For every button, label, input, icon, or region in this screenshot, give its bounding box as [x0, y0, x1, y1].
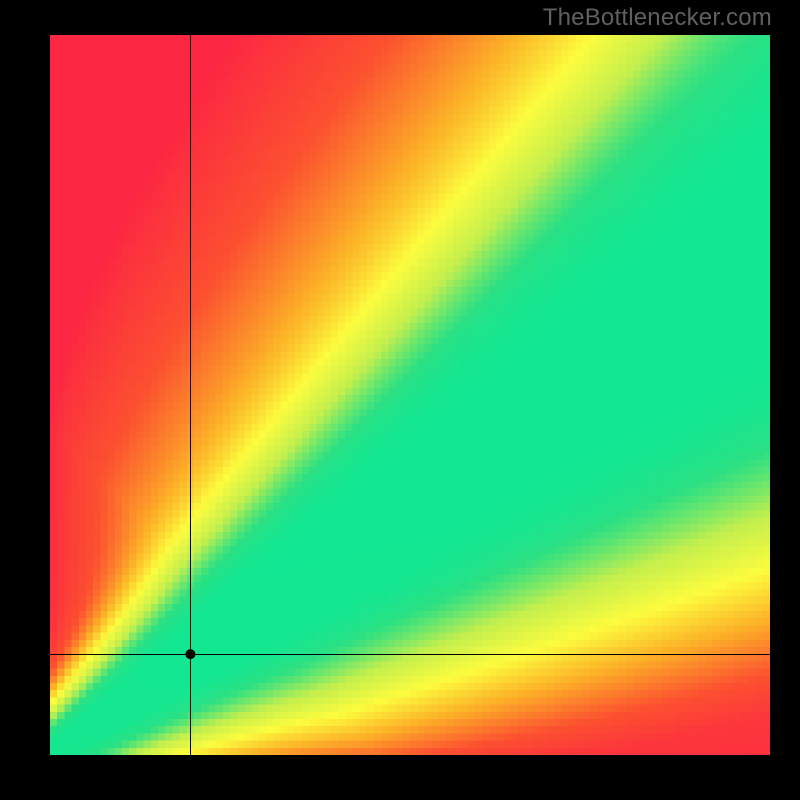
bottleneck-heatmap-plot	[50, 35, 770, 755]
crosshair-overlay	[50, 35, 770, 755]
watermark-text: TheBottlenecker.com	[543, 4, 772, 32]
